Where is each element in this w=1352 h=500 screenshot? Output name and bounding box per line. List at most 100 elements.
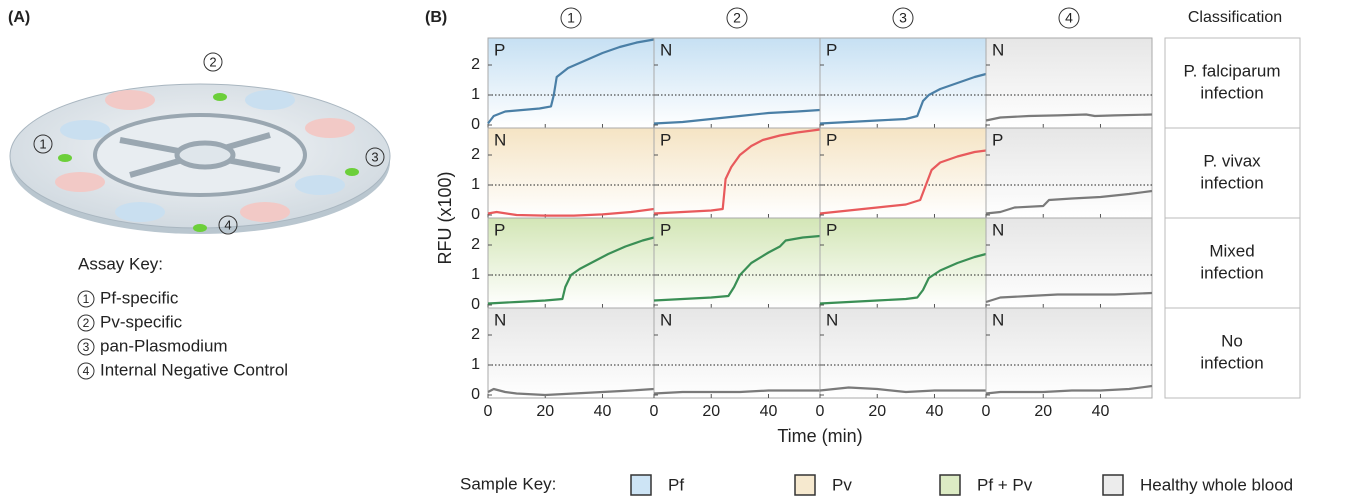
x-tick-label: 0 bbox=[650, 403, 659, 420]
panel-background bbox=[819, 37, 987, 129]
data-line bbox=[653, 389, 820, 395]
key-title: Assay Key: bbox=[78, 254, 163, 273]
sample-swatch bbox=[630, 474, 652, 496]
panels: 1 2 3 4 P. falciparum infection P. vivax infect… bbox=[471, 7, 1301, 496]
circled-number: 4 bbox=[77, 362, 95, 380]
panel-background bbox=[653, 307, 821, 399]
disc bbox=[9, 83, 391, 234]
small-chart: 0 1 2N bbox=[471, 127, 655, 223]
data-line bbox=[985, 189, 1153, 215]
circled-number-text: 2 bbox=[733, 10, 741, 26]
panel-background bbox=[819, 127, 987, 219]
y-tick-label: 0 bbox=[471, 386, 480, 403]
classification-box bbox=[1164, 217, 1301, 309]
data-line bbox=[985, 113, 1153, 122]
disc-label-text: 1 bbox=[39, 136, 46, 151]
classification: Mixed bbox=[1209, 241, 1254, 260]
panel-background bbox=[653, 127, 821, 219]
data-line bbox=[487, 387, 655, 397]
panel-background bbox=[487, 127, 655, 219]
classification: infection bbox=[1200, 83, 1263, 102]
sample-swatch bbox=[939, 474, 961, 496]
data-line bbox=[819, 386, 986, 394]
data-line bbox=[653, 234, 821, 302]
panel-background bbox=[819, 307, 987, 399]
y-tick-label: 2 bbox=[471, 56, 480, 73]
result-label: N bbox=[992, 40, 1004, 59]
result-label: N bbox=[826, 310, 838, 329]
y-axis-label: RFU (x100) bbox=[435, 171, 455, 264]
classification: No bbox=[1221, 331, 1243, 350]
circled-number-text: 1 bbox=[567, 10, 575, 26]
small-chart: P bbox=[819, 217, 987, 309]
result-label: N bbox=[992, 310, 1004, 329]
x-tick-label: 20 bbox=[1034, 403, 1052, 420]
result-label: P bbox=[494, 40, 505, 59]
result-label: N bbox=[992, 220, 1004, 239]
y-tick-label: 1 bbox=[471, 266, 480, 283]
x-tick-label: 40 bbox=[594, 403, 612, 420]
disc-label: 4 bbox=[218, 215, 238, 235]
sample-key-item: Pv bbox=[832, 475, 852, 494]
circled-number: 2 bbox=[77, 314, 95, 332]
x-tick-label: 20 bbox=[702, 403, 720, 420]
circled-number-text: 3 bbox=[899, 10, 907, 26]
data-line bbox=[985, 291, 1153, 304]
small-chart: P bbox=[653, 127, 821, 219]
data-line bbox=[653, 108, 821, 125]
panel-background bbox=[653, 37, 821, 129]
sample-key-item: Healthy whole blood bbox=[1140, 475, 1293, 494]
x-tick-label: 0 bbox=[484, 403, 493, 420]
result-label: P bbox=[660, 130, 671, 149]
sample-key-item: Pf + Pv bbox=[977, 475, 1033, 494]
sample-swatch bbox=[794, 474, 816, 496]
small-chart: P bbox=[819, 127, 987, 219]
result-label: P bbox=[826, 40, 837, 59]
y-tick-label: 0 bbox=[471, 296, 480, 313]
x-tick-label: 0 bbox=[982, 403, 991, 420]
data-line bbox=[487, 38, 655, 125]
classification: infection bbox=[1200, 353, 1263, 372]
circled-number: 1 bbox=[560, 7, 582, 29]
panel-background bbox=[985, 127, 1153, 219]
small-chart: 0 1 2P bbox=[471, 217, 655, 313]
result-label: N bbox=[494, 130, 506, 149]
disc-label: 3 bbox=[365, 147, 385, 167]
classification: P. vivax bbox=[1203, 151, 1261, 170]
panel-label: (A) bbox=[8, 9, 30, 26]
result-label: P bbox=[992, 130, 1003, 149]
panel-background bbox=[487, 37, 655, 129]
result-label: P bbox=[826, 220, 837, 239]
small-chart: P bbox=[653, 217, 821, 309]
disc-label-text: 3 bbox=[371, 149, 378, 164]
data-line bbox=[653, 128, 821, 215]
result-label: N bbox=[660, 40, 672, 59]
circled-number-text: 4 bbox=[83, 364, 90, 378]
x-tick-label: 40 bbox=[1092, 403, 1110, 420]
classification: P. falciparum bbox=[1183, 61, 1280, 80]
sample-key-item: Pf bbox=[668, 475, 684, 494]
small-chart: P bbox=[819, 37, 987, 129]
data-line bbox=[819, 252, 987, 305]
result-label: N bbox=[660, 310, 672, 329]
disc-label: 2 bbox=[203, 52, 223, 72]
x-tick-label: 0 bbox=[816, 403, 825, 420]
y-tick-label: 1 bbox=[471, 356, 480, 373]
data-line bbox=[487, 207, 655, 217]
small-chart: N bbox=[985, 217, 1153, 309]
classification-title: Classification bbox=[1188, 9, 1282, 26]
circled-number: 1 bbox=[77, 290, 95, 308]
x-tick-label: 20 bbox=[536, 403, 554, 420]
circled-number-text: 4 bbox=[1065, 10, 1073, 26]
small-chart: 0 20 40 N bbox=[650, 307, 821, 420]
disc-label: 1 bbox=[33, 134, 53, 154]
key-item: Pv-specific bbox=[100, 312, 183, 331]
y-tick-label: 0 bbox=[471, 206, 480, 223]
circled-number: 3 bbox=[77, 338, 95, 356]
x-tick-label: 20 bbox=[868, 403, 886, 420]
y-tick-label: 2 bbox=[471, 146, 480, 163]
y-tick-label: 1 bbox=[471, 176, 480, 193]
circled-number: 4 bbox=[1058, 7, 1080, 29]
